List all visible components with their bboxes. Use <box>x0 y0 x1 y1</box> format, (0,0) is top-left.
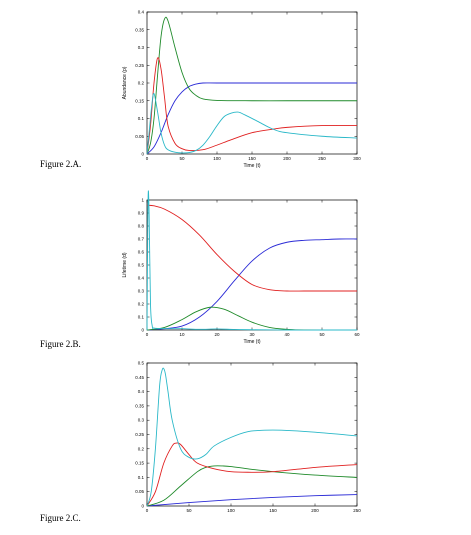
figure-2a-chart: 0 50 100 150 200 250 300 0 0.05 0.1 0.15 0.2 0.25 0.3… <box>122 10 361 170</box>
x-axis-title: Time (t) <box>243 339 260 345</box>
series-line-2 <box>146 16 357 155</box>
y-tick-label: 0 <box>141 504 144 509</box>
x-axis-title: Time (t) <box>243 163 260 169</box>
x-tick-label: 150 <box>269 508 277 513</box>
series-line-2 <box>146 204 357 292</box>
y-tick-label: 0.4 <box>138 389 145 394</box>
y-tick-label: 0.05 <box>135 134 144 139</box>
y-tick-label: 0.25 <box>135 63 144 68</box>
plot-frame <box>146 199 358 331</box>
figure-2c-caption: Figure 2.C. <box>40 513 81 523</box>
y-axis-title: Lifetime (d) <box>122 252 128 277</box>
x-tick-label: 50 <box>179 156 185 161</box>
figure-2b-chart: 0 10 20 30 40 50 60 0 0.1 0.2 0.3 0.4 0.5 0.6 0.7 0.8 0.… <box>122 190 360 345</box>
x-tick-label: 300 <box>353 156 361 161</box>
y-tick-label: 1 <box>141 198 144 203</box>
figure-2c-panel: 0 50 100 150 200 250 0 0.05 0.1 0.15 0.2 0.25 0.3 0.3… <box>0 360 471 535</box>
series-line-3 <box>146 57 358 155</box>
y-tick-label: 0.4 <box>138 10 145 15</box>
y-tick-label: 0.2 <box>138 302 145 307</box>
x-tick-label: 40 <box>284 332 290 337</box>
series-line-1 <box>146 82 357 155</box>
y-tick-label: 0.05 <box>135 489 144 494</box>
series-line-1 <box>146 494 358 507</box>
y-tick-label: 0.8 <box>138 224 145 229</box>
x-tick-label: 250 <box>318 156 326 161</box>
y-tick-label: 0.35 <box>135 403 144 408</box>
y-tick-label: 0.3 <box>138 289 145 294</box>
x-tick-label: 10 <box>179 332 185 337</box>
y-tick-label: 0.15 <box>135 461 144 466</box>
x-tick-label: 60 <box>354 332 360 337</box>
series-line-2 <box>146 465 358 507</box>
y-tick-label: 0.9 <box>138 211 145 216</box>
y-tick-label: 0 <box>141 152 144 157</box>
y-tick-label: 0.1 <box>138 116 145 121</box>
x-tick-label: 100 <box>213 156 221 161</box>
figure-2c-chart: 0 50 100 150 200 250 0 0.05 0.1 0.15 0.2 0.25 0.3 0.3… <box>135 361 361 514</box>
plot-frame <box>146 362 358 507</box>
x-tick-label: 0 <box>146 156 149 161</box>
x-tick-label: 30 <box>249 332 255 337</box>
x-tick-label: 200 <box>311 508 319 513</box>
y-tick-label: 0 <box>141 328 144 333</box>
x-tick-label: 200 <box>283 156 291 161</box>
y-tick-label: 0.5 <box>138 263 145 268</box>
series-line-3 <box>146 306 358 331</box>
x-tick-label: 150 <box>248 156 256 161</box>
y-tick-label: 0.3 <box>138 418 145 423</box>
series-line-4 <box>146 190 357 331</box>
y-tick-label: 0.5 <box>138 361 145 366</box>
y-tick-label: 0.2 <box>138 446 145 451</box>
y-tick-label: 0.1 <box>138 315 145 320</box>
x-tick-label: 250 <box>353 508 361 513</box>
y-tick-label: 0.3 <box>138 45 145 50</box>
x-tick-label: 0 <box>146 508 149 513</box>
y-tick-label: 0.2 <box>138 81 145 86</box>
series-line-4 <box>146 367 358 507</box>
y-tick-label: 0.45 <box>135 375 144 380</box>
x-tick-label: 0 <box>146 332 149 337</box>
series-line-3 <box>146 442 358 507</box>
y-tick-label: 0.35 <box>135 27 144 32</box>
figure-2b-caption: Figure 2.B. <box>40 339 81 349</box>
y-tick-label: 0.25 <box>135 432 144 437</box>
x-tick-label: 20 <box>214 332 220 337</box>
x-tick-label: 50 <box>319 332 325 337</box>
figure-2b-panel: 0 10 20 30 40 50 60 0 0.1 0.2 0.3 0.4 0.5 0.6 0.7 0.8 0.… <box>0 180 471 360</box>
series-line-1 <box>146 238 358 331</box>
y-tick-label: 0.7 <box>138 237 145 242</box>
y-tick-label: 0.6 <box>138 250 145 255</box>
figure-2a-panel: 0 50 100 150 200 250 300 0 0.05 0.1 0.15 0.2 0.25 0.3… <box>0 0 471 180</box>
series-line-4 <box>146 93 358 155</box>
x-tick-label: 100 <box>227 508 235 513</box>
y-axis-title: Abundance (p) <box>122 66 128 99</box>
x-tick-label: 50 <box>186 508 192 513</box>
y-tick-label: 0.1 <box>138 475 145 480</box>
y-tick-label: 0.15 <box>135 98 144 103</box>
figure-2a-caption: Figure 2.A. <box>40 159 82 169</box>
y-tick-label: 0.4 <box>138 276 145 281</box>
